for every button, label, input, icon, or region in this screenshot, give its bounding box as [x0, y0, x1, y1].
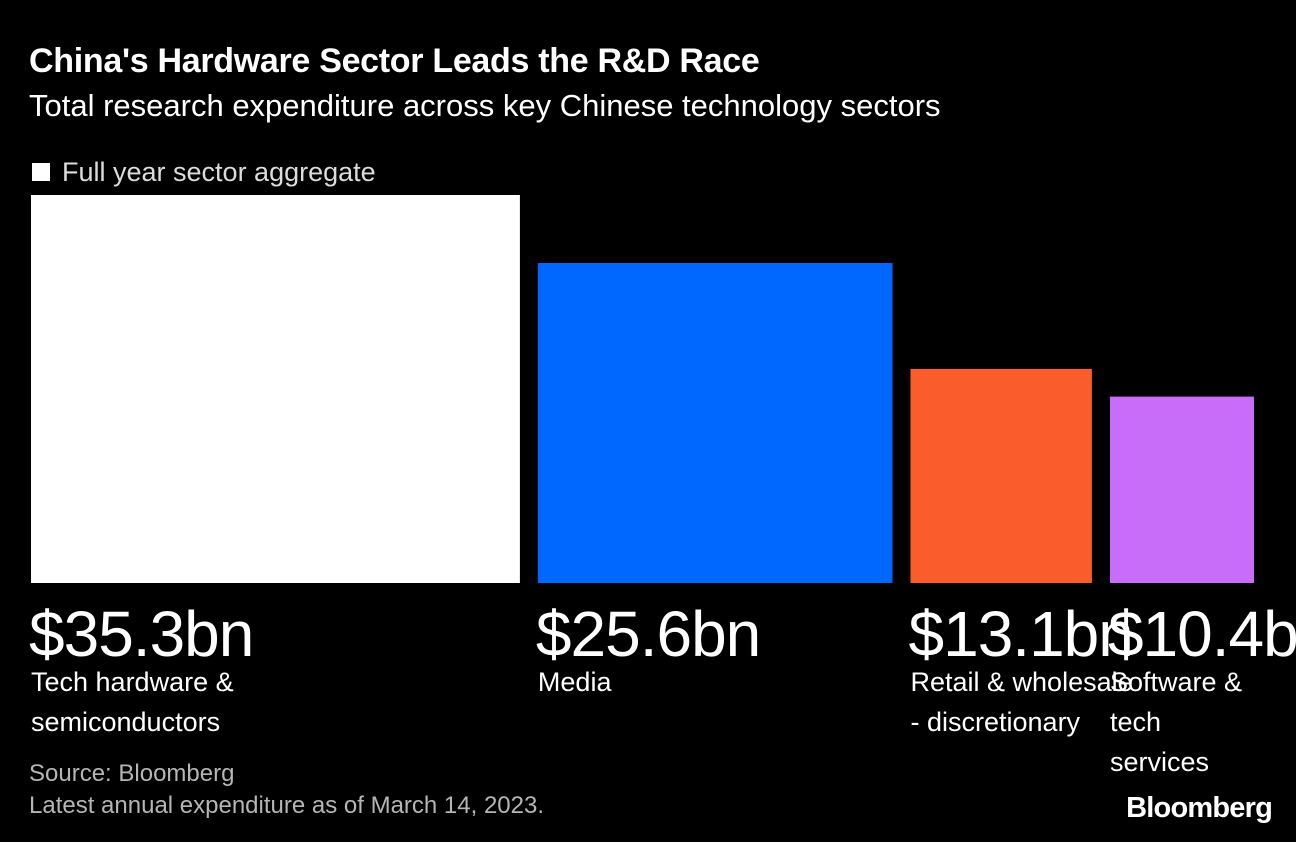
- bloomberg-logo: Bloomberg: [1126, 792, 1273, 824]
- source-note: Source: Bloomberg Latest annual expendit…: [29, 758, 544, 822]
- legend: Full year sector aggregate: [32, 156, 376, 188]
- bar-2: [537, 263, 893, 583]
- bar-value-label: $10.4bn: [1107, 598, 1296, 670]
- bar-category-line: Software & tech: [1109, 667, 1242, 737]
- bar-1: [31, 195, 520, 583]
- bar-4: [1110, 396, 1254, 583]
- bar-category-line: Media: [537, 667, 612, 697]
- bar-category-line: Tech hardware &: [31, 667, 234, 697]
- bar-category-label: Tech hardware & semiconductors: [31, 662, 234, 742]
- chart-subtitle: Total research expenditure across key Ch…: [29, 88, 941, 123]
- footnote-text: Latest annual expenditure as of March 14…: [29, 792, 545, 819]
- bar-category-line: - discretionary: [910, 707, 1081, 737]
- bar-value-label: $35.3bn: [29, 598, 254, 670]
- bar-category-label: Software & tech services: [1110, 662, 1296, 782]
- chart-title: China's Hardware Sector Leads the R&D Ra…: [29, 42, 760, 80]
- bar-category-label: Retail & wholesale - discretionary: [911, 662, 1133, 742]
- legend-swatch: [32, 163, 50, 181]
- bar-category-line: Retail & wholesale: [910, 667, 1133, 697]
- bar-value-label: $25.6bn: [535, 598, 761, 670]
- bar-3: [910, 368, 1092, 583]
- bar-value-label: $13.1bn: [908, 598, 1134, 670]
- legend-label: Full year sector aggregate: [62, 156, 376, 187]
- source-text: Source: Bloomberg: [29, 760, 235, 787]
- bar-category-label: Media: [538, 662, 612, 702]
- bar-category-line: services: [1109, 747, 1209, 777]
- bar-category-line: semiconductors: [31, 707, 221, 737]
